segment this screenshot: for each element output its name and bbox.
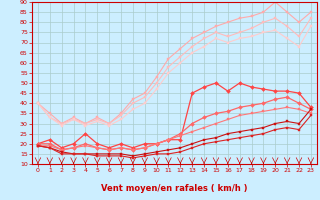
X-axis label: Vent moyen/en rafales ( km/h ): Vent moyen/en rafales ( km/h )	[101, 184, 248, 193]
